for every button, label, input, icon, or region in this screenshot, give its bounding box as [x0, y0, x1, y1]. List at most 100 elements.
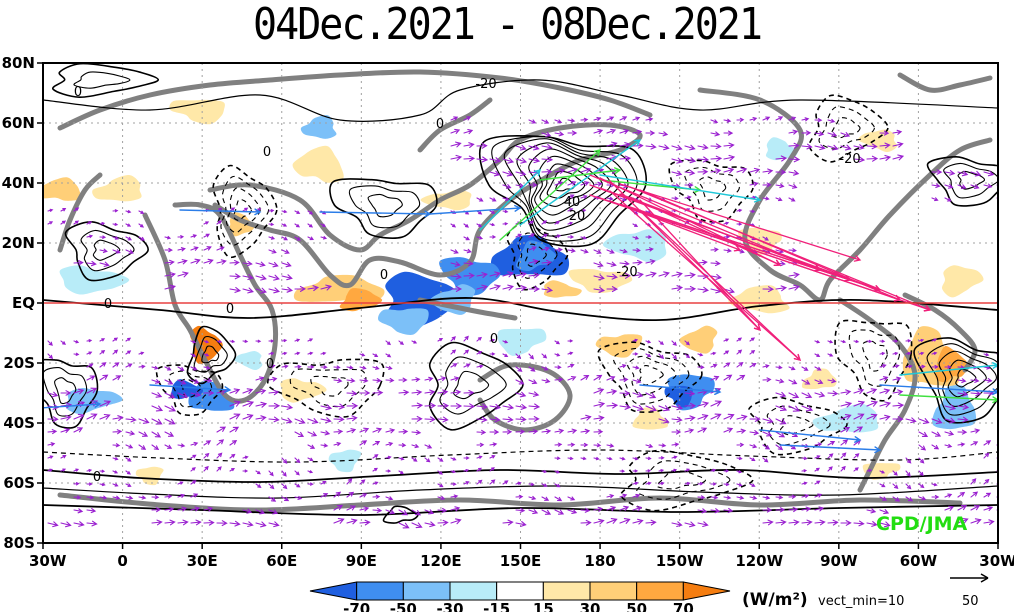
flux-vector	[437, 338, 444, 342]
flux-vector	[359, 479, 366, 485]
flux-vector	[203, 353, 210, 357]
flux-vector	[983, 478, 990, 485]
flux-vector	[450, 470, 457, 474]
flux-vector	[671, 157, 684, 164]
flux-vector	[216, 426, 227, 433]
flux-vector	[866, 521, 878, 527]
flux-vector	[827, 378, 837, 384]
flux-vector	[515, 429, 526, 435]
flux-vector	[775, 183, 785, 189]
contour-label: -20	[475, 77, 496, 92]
flux-vector	[320, 351, 327, 356]
flux-vector	[255, 470, 261, 475]
flux-vector	[47, 468, 54, 472]
flux-vector	[580, 167, 592, 174]
flux-vector	[151, 418, 163, 425]
flux-vector	[164, 506, 175, 512]
flux-vector	[125, 249, 134, 254]
flux-vector	[463, 116, 472, 121]
flux-vector	[697, 495, 706, 500]
colorbar-box	[589, 581, 638, 601]
flux-vector	[528, 403, 541, 410]
flux-vector	[411, 457, 418, 462]
flux-vector	[944, 183, 954, 189]
flux-vector	[164, 379, 174, 385]
flux-vector	[424, 389, 436, 396]
flux-vector	[892, 364, 900, 369]
flux-vector	[99, 221, 106, 226]
flux-vector	[658, 340, 664, 346]
flux-vector	[307, 418, 319, 424]
flux-vector	[853, 467, 859, 472]
flux-vector	[190, 258, 201, 265]
flux-vector	[242, 207, 249, 212]
flux-vector	[73, 260, 84, 266]
flux-vector	[450, 128, 461, 134]
olr-anomaly-patch	[300, 115, 337, 139]
flux-vector	[463, 468, 470, 472]
flux-vector	[151, 379, 161, 384]
contour-line	[155, 364, 224, 417]
flux-vector	[528, 509, 539, 515]
flux-vector	[775, 285, 788, 292]
flux-vector	[866, 508, 877, 514]
flux-vector	[346, 428, 357, 434]
unit-label: (W/m²)	[742, 590, 808, 610]
flux-vector	[177, 443, 186, 448]
flux-vector	[190, 506, 201, 512]
flux-vector	[658, 271, 670, 278]
contour-line	[367, 193, 403, 218]
flux-vector	[125, 236, 133, 241]
flux-vector	[541, 119, 550, 124]
flux-vector	[112, 209, 119, 213]
flux-vector	[723, 338, 730, 342]
flux-vector	[242, 469, 249, 473]
flux-vector	[112, 415, 124, 421]
contour-line	[168, 370, 213, 408]
flux-vector	[697, 144, 709, 150]
contour-line	[506, 221, 569, 291]
contour-line	[43, 358, 99, 429]
olr-anomaly-patch	[664, 385, 693, 408]
flux-vector	[164, 259, 175, 266]
flux-vector	[801, 519, 813, 526]
flux-vector	[762, 196, 770, 201]
flux-vector	[489, 467, 495, 472]
flux-vector	[138, 417, 150, 424]
contour-lines	[43, 63, 998, 524]
flux-vector	[463, 129, 474, 135]
lat-tick-label: 60N	[2, 114, 35, 132]
flux-vector	[736, 428, 747, 434]
reference-vector	[950, 573, 989, 583]
flux-vector	[372, 454, 379, 459]
flux-vector	[125, 444, 134, 449]
contour-line	[517, 232, 558, 279]
flux-vector	[710, 119, 719, 124]
flux-vector	[658, 144, 670, 151]
flux-vector	[86, 413, 98, 420]
flux-vector	[515, 507, 526, 513]
flux-vector	[372, 378, 382, 383]
contour-line	[439, 356, 507, 415]
flux-vector	[788, 284, 801, 291]
flux-vector	[242, 339, 249, 343]
flux-vector	[775, 155, 788, 162]
flux-vector	[528, 366, 536, 372]
flux-vector	[320, 235, 328, 240]
flux-vector	[541, 168, 553, 175]
flux-vector	[320, 430, 331, 436]
flux-vector	[801, 117, 810, 122]
contour-label: 0	[74, 85, 82, 100]
flux-vector	[814, 144, 826, 151]
flux-vector	[554, 365, 562, 370]
flux-vector	[892, 496, 901, 502]
flux-vector	[424, 444, 433, 449]
flux-vector	[671, 285, 684, 292]
flux-vector	[788, 142, 800, 149]
flux-vector	[827, 441, 836, 446]
flux-vector	[697, 169, 709, 175]
flux-vector	[450, 336, 456, 342]
flux-vector	[632, 236, 640, 240]
contour-line	[52, 63, 159, 99]
flux-vector	[918, 431, 929, 437]
